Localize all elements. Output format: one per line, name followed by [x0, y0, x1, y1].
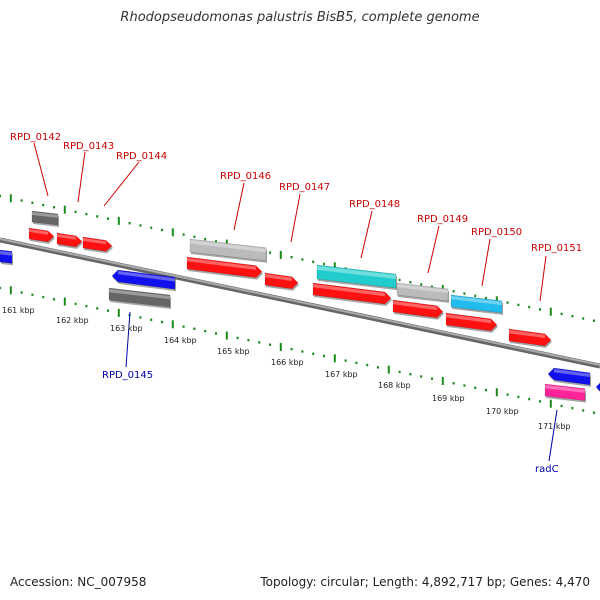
gene-radc-blue-highlight — [554, 369, 590, 378]
gene-blue-edge-highlight — [0, 251, 12, 256]
gene-rpd-0146-grey-highlight — [190, 240, 266, 253]
kbp-label: 170 kbp — [486, 407, 519, 416]
gene-rpd-0151 — [508, 328, 552, 347]
gene-blue-edge-right — [595, 381, 600, 394]
kbp-label: 169 kbp — [432, 394, 465, 403]
kbp-label: 166 kbp — [271, 358, 304, 367]
kbp-scale-labels: 161 kbp 162 kbp 163 kbp 164 kbp 165 kbp … — [2, 306, 571, 431]
gene-label-rpd-0142[interactable]: RPD_0142 — [10, 132, 61, 143]
gene-rpd-0147 — [264, 272, 299, 290]
gene-rpd-0150-highlight — [446, 314, 491, 324]
map-title: Rhodopseudomonas palustris BisB5, comple… — [120, 10, 480, 25]
gene-rpd-0142-highlight — [29, 229, 48, 235]
gene-label-rpd-0151[interactable]: RPD_0151 — [531, 243, 582, 254]
gene-radc — [544, 383, 586, 401]
connector-line-forward — [77, 151, 86, 203]
kbp-label: 162 kbp — [56, 316, 89, 325]
gene-rpd-0145-blue-highlight — [118, 271, 175, 282]
gene-rpd-0145-grey-highlight — [109, 289, 170, 300]
gene-label-rpd-0145[interactable]: RPD_0145 — [102, 370, 153, 381]
gene-rpd-0149-highlight — [393, 301, 437, 310]
connector-line-forward — [360, 210, 373, 259]
kbp-label: 168 kbp — [378, 381, 411, 390]
gene-rpd-0143 — [56, 232, 83, 248]
gene-rpd-0145-grey — [108, 287, 171, 308]
gene-rpd-0150-sky — [450, 294, 503, 314]
gene-rpd-0144 — [82, 236, 113, 252]
gene-label-radc[interactable]: radC — [535, 464, 559, 475]
kbp-label: 164 kbp — [164, 336, 197, 345]
gene-label-rpd-0148[interactable]: RPD_0148 — [349, 199, 400, 210]
accession-text: Accession: NC_007958 — [10, 575, 147, 589]
genome-summary-text: Topology: circular; Length: 4,892,717 bp… — [260, 575, 590, 589]
connector-line-reverse — [125, 311, 131, 368]
gene-rpd-0148-teal-highlight — [317, 266, 396, 280]
label-connectors — [33, 142, 558, 462]
gene-blue-edge — [0, 249, 13, 264]
kbp-label: 165 kbp — [217, 347, 250, 356]
gene-rpd-0149 — [392, 299, 444, 319]
connector-line-forward — [103, 161, 140, 207]
gene-rpd-0145-blue — [111, 269, 176, 290]
gene-rpd-0148 — [312, 282, 392, 305]
connector-line-reverse — [548, 409, 558, 462]
gene-rpd-0144-highlight — [83, 238, 106, 245]
connector-line-forward — [33, 142, 49, 197]
gene-rpd-0149-grey — [396, 282, 449, 302]
gene-rpd-0146-grey — [189, 238, 267, 262]
gene-rpd-0147-highlight — [265, 274, 292, 282]
gene-label-rpd-0144[interactable]: RPD_0144 — [116, 151, 167, 162]
gene-rpd-0146 — [186, 256, 263, 278]
gene-label-rpd-0149[interactable]: RPD_0149 — [417, 214, 468, 225]
gene-label-rpd-0143[interactable]: RPD_0143 — [63, 141, 114, 152]
lower-tick-row — [0, 286, 595, 414]
gene-rpd-0142 — [28, 227, 55, 243]
connector-line-forward — [481, 238, 491, 287]
connector-line-forward — [427, 225, 440, 274]
connector-line-forward — [290, 193, 301, 243]
gene-label-rpd-0147[interactable]: RPD_0147 — [279, 182, 330, 193]
gene-name-labels: RPD_0142 RPD_0143 RPD_0144 RPD_0146 RPD_… — [10, 132, 582, 475]
gene-label-rpd-0150[interactable]: RPD_0150 — [471, 227, 522, 238]
gene-label-rpd-0146[interactable]: RPD_0146 — [220, 171, 271, 182]
genome-backbone — [0, 237, 600, 369]
gene-features — [0, 210, 600, 403]
gene-rpd-0143-highlight — [57, 234, 76, 240]
gene-radc-blue — [547, 367, 591, 386]
gene-rpd-0149-grey-highlight — [397, 284, 448, 294]
gene-rpd-0148-highlight — [313, 284, 385, 297]
gene-grey-small — [31, 210, 59, 226]
kbp-label: 167 kbp — [325, 370, 358, 379]
kbp-label: 161 kbp — [2, 306, 35, 315]
kbp-label: 163 kbp — [110, 324, 143, 333]
kbp-label: 171 kbp — [538, 422, 571, 431]
gene-grey-small-highlight — [32, 212, 58, 218]
gene-rpd-0150 — [445, 312, 498, 332]
gene-radc-highlight — [545, 385, 585, 393]
gene-rpd-0150-sky-highlight — [451, 296, 502, 306]
gene-rpd-0151-highlight — [509, 330, 545, 339]
connector-line-forward — [233, 182, 245, 231]
connector-line-forward — [539, 255, 547, 302]
gene-rpd-0148-teal — [316, 264, 397, 289]
gene-rpd-0146-highlight — [187, 258, 256, 270]
